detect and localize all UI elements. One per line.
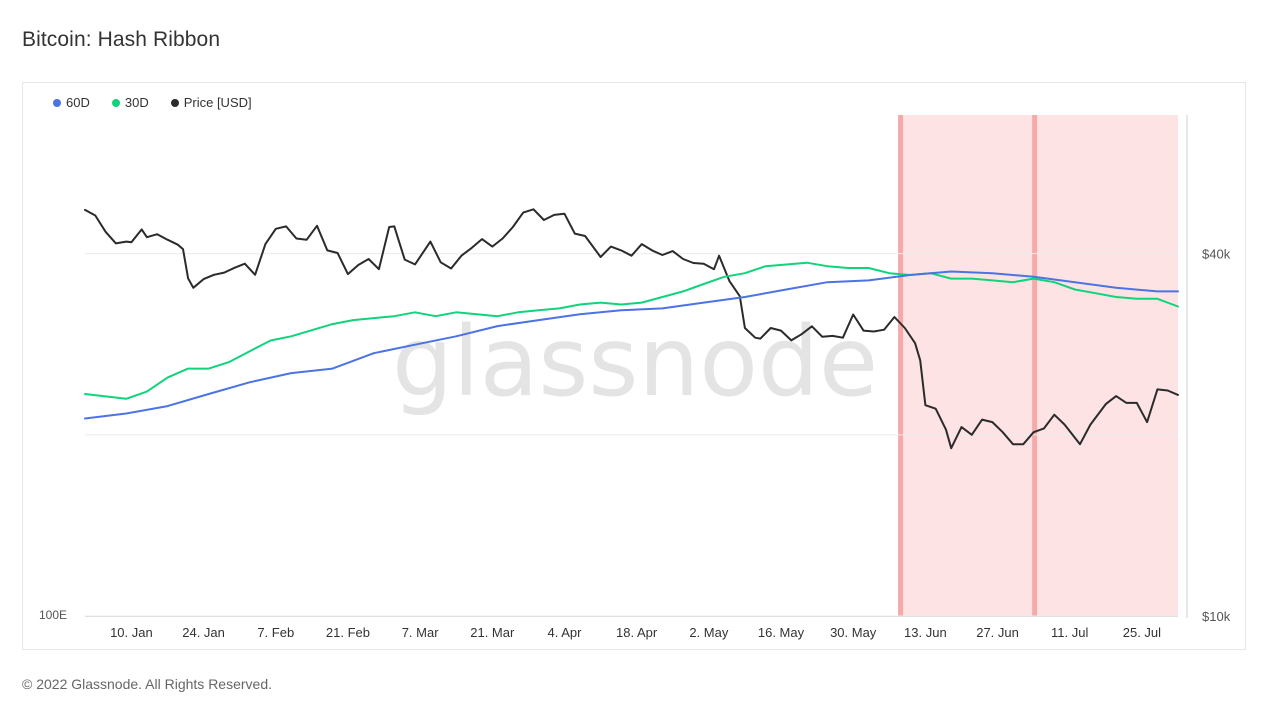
chart-legend: 60D 30D Price [USD] <box>53 95 274 110</box>
series-lines <box>84 208 1179 450</box>
legend-dot-60d <box>53 98 61 107</box>
watermark-text: glassnode <box>392 306 878 418</box>
x-tick-label: 2. May <box>689 625 729 640</box>
x-tick-label: 16. May <box>758 625 805 640</box>
x-tick-label: 27. Jun <box>976 625 1019 640</box>
x-tick-label: 7. Mar <box>402 625 440 640</box>
axes: 10. Jan 24. Jan 7. Feb 21. Feb 7. Mar 21. Mar… <box>39 115 1231 640</box>
capitulation-band-1 <box>899 115 1034 616</box>
capitulation-band-edge-2 <box>1032 115 1038 616</box>
legend-dot-30d <box>111 98 120 107</box>
copyright-footer: © 2022 Glassnode. All Rights Reserved. <box>22 676 273 692</box>
x-tick-label: 11. Jul <box>1051 625 1088 640</box>
series-line-60d <box>84 270 1179 420</box>
series-line-price <box>84 208 1179 450</box>
capitulation-band-edge-1 <box>898 115 904 616</box>
legend-item-60d[interactable]: 60D <box>53 95 90 110</box>
page-title: Bitcoin: Hash Ribbon <box>22 28 221 51</box>
right-tick-label: $40k <box>1202 247 1231 262</box>
x-tick-label: 4. Apr <box>547 625 582 640</box>
legend-label-price: Price [USD] <box>183 95 252 110</box>
chart-container: 60D 30D Price [USD] glassnode 10. Jan 24.… <box>22 82 1246 650</box>
x-tick-label: 21. Mar <box>470 625 515 640</box>
x-tick-label: 24. Jan <box>182 625 225 640</box>
right-tick-label: $10k <box>1202 609 1231 624</box>
hash-ribbon-chart[interactable]: glassnode 10. Jan 24. Jan 7. Feb 21. Feb 7. … <box>23 83 1245 649</box>
series-line-30d <box>84 261 1179 400</box>
x-tick-label: 30. May <box>830 625 877 640</box>
x-tick-label: 7. Feb <box>257 625 294 640</box>
left-axis-label: 100E <box>39 608 67 622</box>
capitulation-band-2 <box>1033 115 1178 616</box>
capitulation-bands <box>898 115 1178 616</box>
x-tick-label: 18. Apr <box>616 625 658 640</box>
legend-label-30d: 30D <box>124 95 149 110</box>
legend-item-30d[interactable]: 30D <box>111 95 149 110</box>
legend-label-60d: 60D <box>66 95 90 110</box>
x-tick-label: 25. Jul <box>1123 625 1161 640</box>
x-tick-label: 13. Jun <box>904 625 947 640</box>
legend-dot-price <box>170 98 179 107</box>
x-tick-label: 21. Feb <box>326 625 370 640</box>
legend-item-price[interactable]: Price [USD] <box>170 95 252 110</box>
x-tick-label: 10. Jan <box>110 625 153 640</box>
